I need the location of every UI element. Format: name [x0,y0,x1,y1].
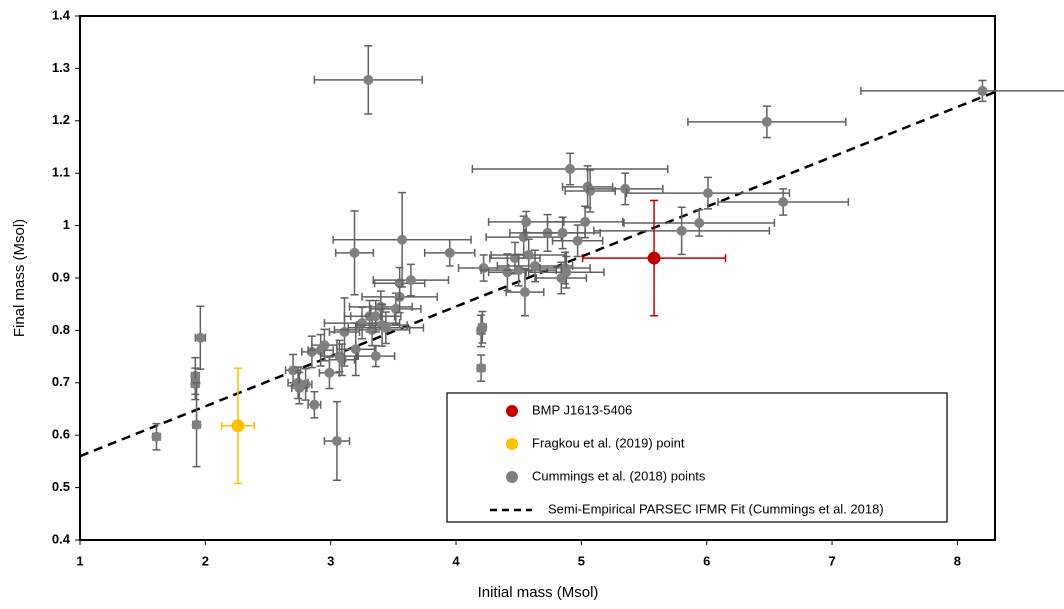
point [370,311,381,322]
point [502,267,513,278]
y-tick-label: 1.4 [52,7,71,22]
point [370,351,381,362]
point [478,263,489,274]
y-tick-label: 0.6 [52,427,70,442]
point [319,340,330,351]
point [309,399,320,410]
point [676,225,687,236]
point [647,251,661,265]
point [190,378,201,389]
point [336,354,347,365]
point [331,435,342,446]
y-tick-label: 1.2 [52,112,70,127]
point [977,85,988,96]
y-tick-label: 1.1 [52,165,70,180]
point [405,275,416,286]
y-tick-label: 1 [63,217,70,232]
point [231,419,245,433]
point [513,265,524,276]
point [702,188,713,199]
x-tick-label: 3 [327,553,334,568]
x-tick-label: 5 [578,553,585,568]
point [620,183,631,194]
x-axis-label: Initial mass (Msol) [478,584,599,601]
x-tick-label: 8 [954,553,961,568]
point [191,419,202,430]
y-tick-label: 0.8 [52,322,70,337]
y-tick-label: 0.4 [52,531,71,546]
legend-label: Cummings et al. (2018) points [532,468,706,483]
point [565,164,576,175]
point [444,247,455,258]
point [324,367,335,378]
legend-swatch [506,405,518,417]
legend-label: Semi-Empirical PARSEC IFMR Fit (Cummings… [548,501,884,516]
point [350,344,361,355]
x-tick-label: 2 [202,553,209,568]
point [380,322,391,333]
legend-swatch [506,471,518,483]
point [556,273,567,283]
point [557,227,568,238]
point [519,287,530,298]
point [294,383,305,394]
point [585,186,596,197]
y-tick-label: 0.5 [52,479,70,494]
point [523,249,534,260]
x-tick-label: 4 [452,553,460,568]
point [397,234,408,245]
plot-frame [79,15,996,541]
point [778,197,789,208]
y-axis-label: Final mass (Msol) [11,219,28,337]
y-tick-label: 0.9 [52,269,70,284]
point [694,217,705,228]
point [357,318,368,329]
point [761,116,772,127]
x-tick-label: 1 [76,553,83,568]
point [151,431,162,442]
point [363,74,374,85]
point [521,216,532,227]
point [375,301,386,312]
x-tick-label: 6 [703,553,710,568]
x-error-bar [860,86,1064,95]
point [390,303,401,314]
point [195,332,206,343]
legend-label: BMP J1613-5406 [532,402,632,417]
point [477,322,488,333]
legend-box [446,392,948,523]
legend-swatch [506,438,518,450]
y-tick-label: 0.7 [52,374,70,389]
legend-label: Fragkou et al. (2019) point [532,435,685,450]
x-tick-label: 7 [828,553,835,568]
point [580,216,591,227]
point [306,346,317,357]
point [349,247,360,258]
point [529,260,540,271]
point [572,235,583,246]
point [476,363,487,374]
y-tick-label: 1.3 [52,60,70,75]
